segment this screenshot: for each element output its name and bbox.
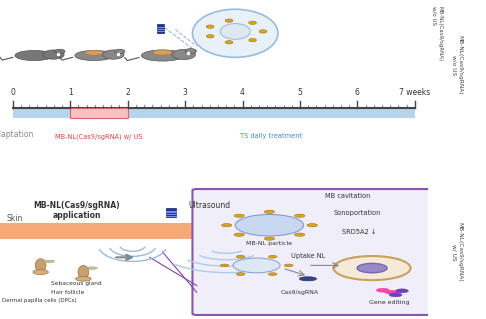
Ellipse shape bbox=[78, 265, 89, 279]
Text: 6: 6 bbox=[355, 88, 360, 97]
Circle shape bbox=[172, 49, 195, 60]
Circle shape bbox=[295, 214, 305, 217]
FancyBboxPatch shape bbox=[192, 189, 432, 315]
Text: Adaptation: Adaptation bbox=[0, 130, 34, 138]
Text: 2: 2 bbox=[125, 88, 130, 97]
Circle shape bbox=[396, 289, 408, 293]
FancyArrowPatch shape bbox=[116, 255, 130, 260]
Bar bbox=[13, 108, 415, 118]
Ellipse shape bbox=[75, 50, 113, 61]
Circle shape bbox=[222, 224, 232, 227]
Text: Uptake NL: Uptake NL bbox=[291, 253, 325, 259]
Circle shape bbox=[259, 30, 267, 33]
Circle shape bbox=[33, 270, 48, 275]
Ellipse shape bbox=[15, 50, 53, 61]
Ellipse shape bbox=[192, 9, 278, 57]
Circle shape bbox=[376, 288, 389, 292]
Ellipse shape bbox=[87, 267, 97, 269]
Text: MB-NL(Cas9/sgRNA)
w/ US: MB-NL(Cas9/sgRNA) w/ US bbox=[451, 222, 462, 282]
Ellipse shape bbox=[299, 277, 316, 281]
Text: MB-NL(Cas9/sgRNA)
application: MB-NL(Cas9/sgRNA) application bbox=[34, 201, 121, 220]
Circle shape bbox=[389, 293, 402, 297]
Circle shape bbox=[236, 273, 245, 275]
Circle shape bbox=[307, 224, 317, 227]
Text: Ultrasound: Ultrasound bbox=[188, 201, 230, 210]
Circle shape bbox=[115, 49, 125, 54]
Text: Gene editing: Gene editing bbox=[369, 300, 409, 305]
Circle shape bbox=[268, 256, 277, 258]
Text: MB-NL(Cas9/sgRNA)
w/o US: MB-NL(Cas9/sgRNA) w/o US bbox=[451, 35, 462, 95]
Text: 5: 5 bbox=[297, 88, 302, 97]
Text: MB cavitation: MB cavitation bbox=[325, 193, 370, 199]
Circle shape bbox=[385, 290, 398, 294]
Circle shape bbox=[55, 49, 65, 54]
Bar bbox=[0, 223, 214, 239]
Circle shape bbox=[357, 263, 387, 273]
Text: Hair follicle: Hair follicle bbox=[52, 290, 85, 294]
Text: MB-NL(Cas9/sgRNA) w/ US: MB-NL(Cas9/sgRNA) w/ US bbox=[55, 133, 143, 140]
Bar bbox=[166, 209, 176, 217]
Text: 4: 4 bbox=[240, 88, 245, 97]
Circle shape bbox=[233, 258, 280, 273]
Text: 7 weeks: 7 weeks bbox=[399, 88, 431, 97]
Circle shape bbox=[249, 21, 257, 25]
Circle shape bbox=[220, 264, 229, 267]
Text: SRD5A2 ↓: SRD5A2 ↓ bbox=[342, 229, 377, 235]
Bar bbox=[70, 108, 128, 118]
Text: Sonoportation: Sonoportation bbox=[333, 210, 381, 216]
Text: MB-NL particle: MB-NL particle bbox=[246, 241, 292, 247]
Text: TS daily treatment: TS daily treatment bbox=[240, 133, 302, 139]
Text: Sebaceous gland: Sebaceous gland bbox=[52, 281, 102, 286]
Circle shape bbox=[236, 256, 245, 258]
Circle shape bbox=[234, 233, 244, 236]
Circle shape bbox=[225, 19, 233, 22]
Ellipse shape bbox=[44, 260, 54, 263]
Bar bbox=[157, 24, 164, 33]
Text: 3: 3 bbox=[183, 88, 188, 97]
Circle shape bbox=[249, 39, 257, 42]
Circle shape bbox=[284, 264, 293, 267]
Circle shape bbox=[207, 25, 214, 28]
Circle shape bbox=[333, 256, 411, 280]
Ellipse shape bbox=[35, 259, 46, 272]
Text: 0: 0 bbox=[10, 88, 15, 97]
Text: Skin: Skin bbox=[6, 213, 23, 223]
Circle shape bbox=[43, 50, 64, 59]
Ellipse shape bbox=[153, 50, 172, 55]
Circle shape bbox=[207, 34, 214, 38]
Circle shape bbox=[268, 273, 277, 275]
Circle shape bbox=[76, 276, 91, 281]
Ellipse shape bbox=[86, 50, 103, 55]
Text: Cas9/sgRNA: Cas9/sgRNA bbox=[280, 290, 318, 294]
Circle shape bbox=[103, 50, 124, 59]
Circle shape bbox=[264, 210, 275, 213]
Circle shape bbox=[185, 48, 196, 54]
Text: MB-NL(Cas9/sgRNA)
w/o US: MB-NL(Cas9/sgRNA) w/o US bbox=[432, 6, 443, 61]
Text: Dermal papilla cells (DPCs): Dermal papilla cells (DPCs) bbox=[2, 298, 77, 302]
Text: 1: 1 bbox=[68, 88, 72, 97]
Ellipse shape bbox=[141, 50, 184, 61]
Circle shape bbox=[234, 214, 244, 217]
Circle shape bbox=[264, 237, 275, 240]
Circle shape bbox=[295, 233, 305, 236]
Circle shape bbox=[225, 41, 233, 44]
Ellipse shape bbox=[220, 24, 250, 39]
Circle shape bbox=[235, 214, 304, 236]
